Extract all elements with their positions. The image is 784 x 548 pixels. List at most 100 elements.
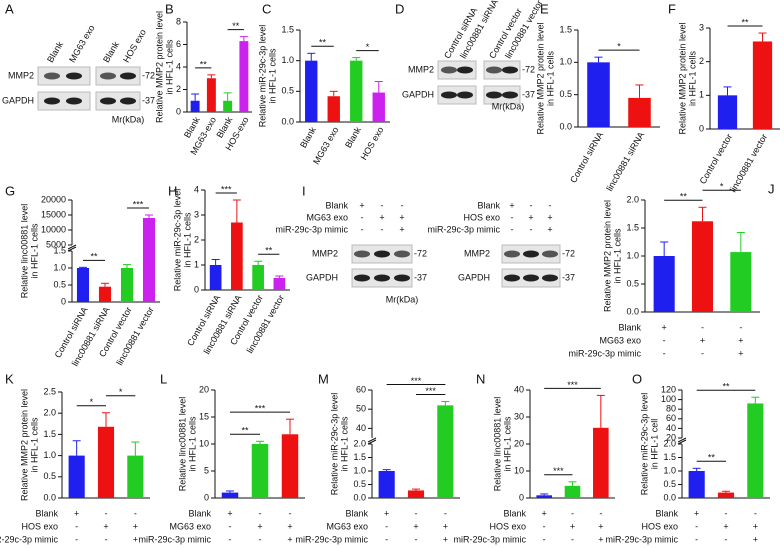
blot-strip — [37, 66, 91, 86]
y-tick-label: 2.0 — [663, 438, 676, 448]
condition-mark: + — [379, 212, 384, 222]
y-tick-label: 40 — [356, 423, 366, 433]
axis-break — [67, 244, 77, 250]
y-axis-label: in HFL-1 cells — [612, 228, 622, 284]
marker-label: -37 — [142, 95, 155, 105]
y-tick-label: 8 — [176, 16, 181, 26]
row-label: MMP2 — [8, 70, 34, 80]
y-tick-label: 0.0 — [281, 116, 294, 126]
blot-band — [457, 91, 473, 99]
condition-mark: - — [444, 508, 447, 518]
panel-letter: B — [165, 1, 174, 16]
condition-mark: - — [725, 534, 728, 544]
marker-label: -72 — [522, 64, 535, 74]
condition-mark: - — [75, 521, 78, 531]
significance-label: ** — [680, 192, 688, 202]
bar — [231, 222, 243, 290]
panel-letter: G — [5, 183, 15, 198]
y-tick-label: 0.0 — [353, 492, 366, 502]
bar — [223, 100, 233, 112]
significance-label: * — [617, 42, 621, 52]
condition-mark: + — [753, 534, 758, 544]
y-tick-label: 4 — [194, 184, 199, 194]
axis-break — [367, 439, 377, 445]
significance-label: *** — [425, 386, 436, 396]
significance-label: ** — [722, 382, 730, 392]
condition-label: miR-29c-3p mimic — [138, 534, 211, 544]
y-tick-label: 3 — [194, 209, 199, 219]
condition-mark: - — [663, 348, 666, 358]
y-tick-label: 6 — [176, 39, 181, 49]
bar — [717, 492, 735, 498]
y-tick-label: 0.5 — [663, 479, 676, 489]
marker-label: -37 — [414, 272, 427, 282]
condition-label: Blank — [503, 508, 526, 518]
bar — [653, 256, 675, 312]
y-axis-label: Relative miR-29c-3p level — [329, 393, 339, 496]
y-tick-label: 50 — [356, 404, 366, 414]
y-tick-label: 0.5 — [559, 89, 572, 99]
condition-mark: + — [509, 200, 514, 210]
condition-mark: + — [413, 521, 418, 531]
condition-mark: - — [549, 200, 552, 210]
y-axis-label: Relative MMP2 protein level — [677, 22, 687, 134]
y-tick-label: 2 — [699, 56, 704, 66]
lane-label: MG63 exo — [67, 23, 96, 64]
condition-mark: + — [287, 521, 292, 531]
blot-band — [394, 274, 410, 282]
condition-mark: + — [598, 521, 603, 531]
blot-strip — [37, 91, 91, 111]
row-label: GAPDH — [402, 89, 434, 99]
condition-mark: - — [695, 521, 698, 531]
y-axis-label: in HFL-1 cells — [267, 48, 277, 104]
significance-label: ** — [90, 252, 98, 262]
significance-label: *** — [255, 404, 266, 414]
blot-band — [441, 66, 457, 74]
panel-letter: M — [318, 371, 329, 386]
blot-band — [44, 97, 60, 105]
condition-mark: - — [511, 224, 514, 234]
condition-label: Blank — [35, 508, 58, 518]
blot-band — [523, 250, 539, 258]
axis-break — [677, 437, 687, 443]
bar — [252, 265, 264, 290]
significance-label: * — [90, 397, 94, 407]
significance-label: *** — [221, 184, 232, 194]
condition-mark: - — [530, 200, 533, 210]
condition-mark: + — [384, 508, 389, 518]
panel-letter: F — [668, 1, 676, 16]
condition-label: HOS exo — [641, 521, 678, 531]
condition-label: miR-29c-3p mimic — [295, 534, 368, 544]
bar — [372, 92, 385, 122]
y-tick-label: 100 — [661, 394, 676, 404]
panel-letter: L — [160, 371, 167, 386]
marker-label: -37 — [562, 272, 575, 282]
condition-mark: - — [75, 534, 78, 544]
lane-label: Blank — [101, 39, 121, 64]
y-tick-label: 1.5 — [626, 222, 639, 232]
y-axis-label: in HFL-1 cells — [545, 50, 555, 106]
bar — [536, 495, 552, 498]
blot-band — [441, 91, 457, 99]
blot-strip — [95, 66, 141, 86]
blot-band — [66, 97, 82, 105]
blot-band — [66, 72, 82, 80]
condition-label: miR-29c-3p mimic — [427, 224, 500, 234]
significance-label: *** — [133, 199, 144, 209]
panel-letter: I — [302, 183, 306, 198]
condition-mark: - — [134, 508, 137, 518]
condition-label: Blank — [655, 508, 678, 518]
condition-label: Blank — [618, 322, 641, 332]
condition-mark: + — [359, 200, 364, 210]
y-tick-label: 0 — [699, 123, 704, 133]
y-tick-label: 1.5 — [281, 24, 294, 34]
y-tick-label: 1.5 — [353, 452, 366, 462]
condition-mark: + — [570, 521, 575, 531]
blot-band — [502, 91, 518, 99]
y-tick-label: 0 — [61, 296, 66, 306]
condition-label: HOS exo — [489, 521, 526, 531]
condition-label: miR-29c-3p mimic — [605, 534, 678, 544]
y-tick-label: 0.0 — [559, 121, 572, 131]
condition-mark: - — [259, 534, 262, 544]
y-axis-label: Relative MMP2 protein level — [19, 389, 29, 501]
